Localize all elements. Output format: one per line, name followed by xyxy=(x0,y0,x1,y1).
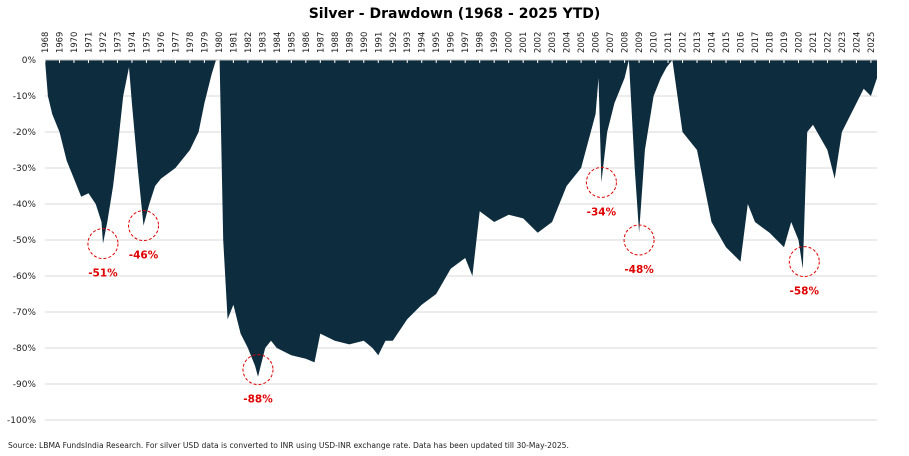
x-tick-label: 1990 xyxy=(359,32,369,53)
x-tick-label: 2001 xyxy=(518,32,528,53)
x-tick-label: 1972 xyxy=(98,32,108,53)
x-tick-label: 1971 xyxy=(83,32,93,53)
x-tick-label: 1979 xyxy=(199,32,209,53)
x-tick-label: 1977 xyxy=(170,32,180,53)
x-tick-label: 2003 xyxy=(547,32,557,53)
x-tick-label: 2002 xyxy=(533,32,543,53)
x-tick-label: 1998 xyxy=(475,32,485,53)
x-tick-label: 2010 xyxy=(649,32,659,53)
x-tick-label: 2020 xyxy=(793,32,803,53)
annotation-circle xyxy=(242,354,274,386)
x-tick-label: 1988 xyxy=(330,32,340,53)
x-tick-label: 1991 xyxy=(373,32,383,53)
drawdown-area xyxy=(45,60,877,377)
x-tick-label: 2013 xyxy=(692,32,702,53)
x-tick-label: 2017 xyxy=(750,32,760,53)
x-tick-label: 1970 xyxy=(69,32,79,53)
x-tick-label: 2006 xyxy=(591,32,601,53)
x-tick-label: 1994 xyxy=(417,32,427,53)
annotation-circle xyxy=(585,166,617,198)
y-tick-label: 0% xyxy=(22,56,37,66)
x-tick-label: 2014 xyxy=(707,32,717,53)
x-tick-label: 1969 xyxy=(54,32,64,53)
x-tick-label: 1973 xyxy=(112,32,122,53)
x-tick-label: 2025 xyxy=(866,32,876,53)
x-tick-label: 2016 xyxy=(736,32,746,53)
source-note: Source: LBMA FundsIndia Research. For si… xyxy=(8,441,569,450)
x-tick-label: 2011 xyxy=(663,32,673,53)
x-tick-label: 2007 xyxy=(605,32,615,53)
x-tick-label: 1974 xyxy=(127,32,137,53)
x-tick-label: 1999 xyxy=(489,32,499,53)
x-tick-label: 1968 xyxy=(40,32,50,53)
x-tick-label: 2023 xyxy=(837,32,847,53)
x-tick-label: 1989 xyxy=(344,32,354,53)
x-tick-label: 2024 xyxy=(851,32,861,53)
x-tick-label: 2004 xyxy=(562,32,572,53)
x-tick-label: 1980 xyxy=(214,32,224,53)
y-tick-label: -60% xyxy=(13,272,37,282)
x-tick-label: 2005 xyxy=(576,32,586,53)
y-tick-label: -80% xyxy=(13,344,37,354)
annotation-label: -48% xyxy=(624,264,654,276)
x-tick-label: 2018 xyxy=(764,32,774,53)
annotation-circle xyxy=(128,210,160,242)
x-tick-label: 1993 xyxy=(402,32,412,53)
x-tick-label: 1996 xyxy=(446,32,456,53)
x-tick-label: 1992 xyxy=(388,32,398,53)
x-tick-label: 1975 xyxy=(141,32,151,53)
annotation-circle xyxy=(87,228,119,260)
x-tick-label: 1984 xyxy=(272,32,282,53)
x-tick-label: 1981 xyxy=(228,32,238,53)
annotation-label: -58% xyxy=(790,286,820,298)
y-tick-label: -90% xyxy=(13,380,37,390)
x-tick-label: 1986 xyxy=(301,32,311,53)
y-tick-label: -70% xyxy=(13,308,37,318)
x-tick-label: 2009 xyxy=(634,32,644,53)
annotation-label: -46% xyxy=(129,250,159,262)
x-tick-label: 2021 xyxy=(808,32,818,53)
chart-title: Silver - Drawdown (1968 - 2025 YTD) xyxy=(308,6,601,22)
annotation-circle xyxy=(788,246,820,278)
annotation-label: -51% xyxy=(88,268,118,280)
x-tick-label: 2012 xyxy=(678,32,688,53)
y-tick-label: -30% xyxy=(13,164,37,174)
x-tick-label: 1987 xyxy=(315,32,325,53)
x-tick-label: 2008 xyxy=(620,32,630,53)
x-tick-label: 2015 xyxy=(721,32,731,53)
y-tick-label: -40% xyxy=(13,200,37,210)
x-tick-label: 1978 xyxy=(185,32,195,53)
x-tick-label: 1997 xyxy=(460,32,470,53)
x-tick-label: 2000 xyxy=(504,32,514,53)
x-tick-label: 1985 xyxy=(286,32,296,53)
x-tick-label: 1995 xyxy=(431,32,441,53)
x-tick-label: 2022 xyxy=(822,32,832,53)
x-tick-label: 1982 xyxy=(243,32,253,53)
y-tick-label: -50% xyxy=(13,236,37,246)
annotation-circle xyxy=(623,224,655,256)
annotation-label: -88% xyxy=(243,394,273,406)
x-tick-label: 1976 xyxy=(156,32,166,53)
x-tick-label: 2019 xyxy=(779,32,789,53)
x-tick-label: 1983 xyxy=(257,32,267,53)
y-tick-label: -20% xyxy=(13,128,37,138)
annotation-label: -34% xyxy=(587,206,617,218)
y-tick-label: -100% xyxy=(7,416,36,426)
y-tick-label: -10% xyxy=(13,92,37,102)
